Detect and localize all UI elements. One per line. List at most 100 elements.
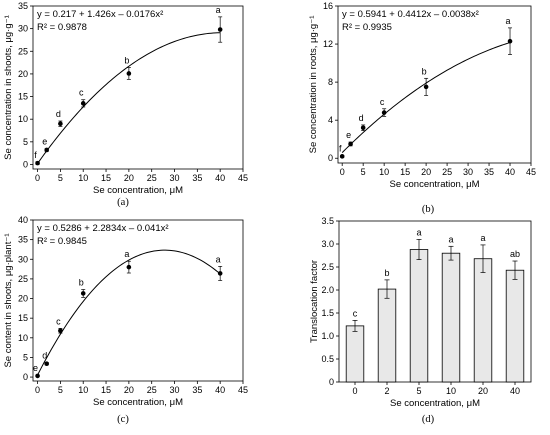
bar [409, 249, 429, 383]
x-tick-label: 5 [58, 385, 63, 395]
y-tick-label: 1.5 [321, 308, 334, 318]
x-axis-label: Se concentration, μM [390, 398, 480, 409]
significance-letter: a [506, 16, 511, 26]
y-tick-label: 3.5 [321, 216, 334, 226]
significance-letter: a [416, 227, 421, 237]
data-point [381, 110, 387, 115]
plot-frame [32, 219, 244, 382]
x-tick-label: 25 [442, 167, 452, 177]
y-tick-label: 15 [18, 92, 28, 102]
y-tick-label: 30 [18, 24, 28, 34]
data-point [35, 373, 40, 379]
x-tick-label: 20 [478, 386, 488, 396]
significance-letter: f [34, 150, 37, 160]
panel-caption: (c) [117, 414, 129, 425]
x-tick-label: 30 [170, 173, 180, 183]
y-axis-label: Translocation factor [309, 260, 320, 343]
x-tick-label: 15 [101, 173, 111, 183]
panel-d: 0 0.5 1.0 1.5 2.0 2.5 3.0 3.5 Se concentration, … [309, 216, 532, 425]
x-tick-label: 5 [58, 173, 63, 183]
plot-frame [337, 5, 532, 164]
y-tick-label: 0 [329, 377, 334, 387]
y-tick-label: 25 [18, 46, 28, 56]
data-point [360, 125, 366, 131]
x-tick-label: 30 [170, 385, 180, 395]
y-tick-label: 30 [18, 254, 28, 264]
significance-letter: b [79, 278, 84, 288]
significance-letter: e [346, 130, 351, 140]
plot-frame [32, 5, 244, 170]
regression-curve [341, 42, 511, 153]
x-axis-label: Se concentration, μM [93, 397, 183, 408]
y-tick-label: 1.0 [321, 331, 334, 341]
y-tick-label: 0 [23, 159, 28, 169]
x-tick-label: 45 [238, 173, 248, 183]
y-tick-label: 20 [18, 69, 28, 79]
x-tick-label: 10 [78, 385, 88, 395]
x-tick-label: 20 [124, 173, 134, 183]
bar [441, 252, 461, 383]
x-tick-label: 0 [340, 167, 345, 177]
x-tick-label: 5 [361, 167, 366, 177]
significance-letter: d [42, 351, 47, 361]
data-point [58, 121, 63, 127]
y-axis-label: Se content in shoots, μg·plant⁻¹ [3, 233, 14, 367]
x-tick-label: 2 [384, 386, 389, 396]
panel-caption: (d) [422, 414, 435, 425]
data-point [348, 141, 353, 147]
x-tick-label: 10 [446, 386, 456, 396]
x-tick-label: 35 [484, 167, 494, 177]
x-tick-label: 15 [400, 167, 410, 177]
data-point [423, 84, 429, 90]
y-tick-label: 2.5 [321, 262, 334, 272]
x-tick-label: 40 [510, 386, 520, 396]
panel-c: 0 5 10 15 20 25 30 35 40 Se concentration, μM Se c… [3, 215, 248, 425]
regression-curve [37, 249, 221, 376]
significance-letter: b [422, 66, 427, 76]
y-tick-label: 35 [18, 235, 28, 245]
regression-equation: y = 0.217 + 1.426x – 0.0176x² [37, 9, 163, 20]
y-tick-label: 15 [18, 313, 28, 323]
x-tick-label: 0 [35, 173, 40, 183]
data-point [80, 291, 86, 296]
panel-caption: (b) [422, 204, 435, 215]
x-tick-label: 35 [192, 173, 202, 183]
bar [505, 269, 525, 383]
significance-letter: c [353, 308, 358, 318]
regression-equation: y = 0.5941 + 0.4412x – 0.0038x² [342, 9, 479, 20]
regression-curve [37, 32, 221, 164]
y-axis-label: Se concentration in roots, μg·g⁻¹ [308, 16, 319, 154]
r-squared: R² = 0.9845 [37, 236, 87, 247]
data-point [58, 328, 63, 334]
significance-letter: a [216, 5, 221, 15]
significance-letter: d [56, 109, 61, 119]
y-tick-label: 40 [18, 215, 28, 225]
x-tick-label: 40 [215, 173, 225, 183]
significance-letter: c [79, 88, 84, 98]
y-tick-label: 25 [18, 274, 28, 284]
r-squared: R² = 0.9935 [342, 22, 392, 33]
x-tick-label: 25 [147, 385, 157, 395]
x-tick-label: 10 [379, 167, 389, 177]
data-point [507, 38, 513, 44]
x-tick-label: 45 [526, 167, 536, 177]
significance-letter: c [380, 97, 385, 107]
y-tick-label: 20 [18, 294, 28, 304]
x-tick-label: 20 [421, 167, 431, 177]
x-tick-label: 20 [124, 385, 134, 395]
significance-letter: a [124, 249, 129, 259]
y-tick-label: 5 [23, 137, 28, 147]
panel-a: 0 5 10 15 20 25 30 35 Se concentration, μM Se con… [3, 1, 248, 208]
y-tick-label: 0 [23, 372, 28, 382]
significance-letter: e [42, 137, 47, 147]
y-tick-label: 0.5 [321, 354, 334, 364]
panel-caption: (a) [117, 197, 129, 208]
data-point [126, 264, 132, 270]
data-point [217, 271, 223, 276]
significance-letter: d [359, 113, 364, 123]
data-point [126, 71, 132, 76]
y-tick-label: 5 [23, 352, 28, 362]
data-point [44, 147, 49, 153]
y-tick-label: 4 [328, 115, 333, 125]
